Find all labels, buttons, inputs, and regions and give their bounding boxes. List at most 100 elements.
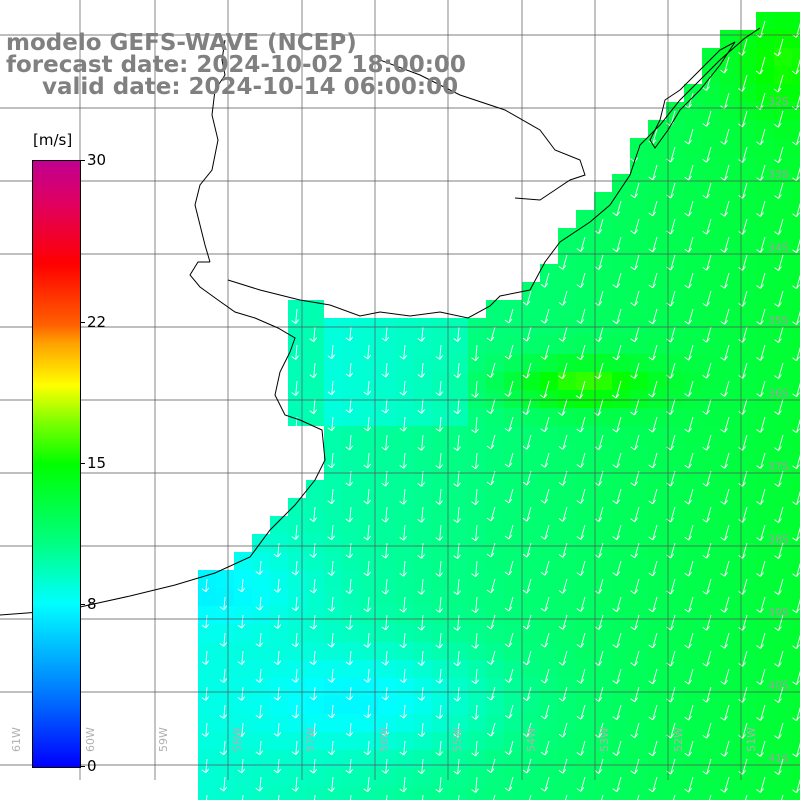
- wind-arrow: [309, 506, 318, 522]
- wind-arrow: [756, 524, 766, 541]
- wind-arrow: [435, 596, 443, 613]
- latitude-label: 34S: [768, 241, 789, 254]
- wind-cell: [360, 498, 378, 516]
- wind-cell: [342, 696, 360, 714]
- longitude-label: 54W: [524, 727, 538, 752]
- wind-arrow: [540, 524, 550, 540]
- wind-cell: [648, 138, 666, 156]
- wind-arrow: [471, 416, 479, 434]
- wind-arrow: [309, 614, 318, 630]
- wind-arrow: [399, 704, 408, 719]
- wind-arrow: [576, 776, 586, 792]
- wind-arrow: [453, 398, 462, 415]
- wind-arrow: [774, 362, 784, 379]
- wind-cell: [270, 786, 288, 800]
- wind-arrow: [417, 398, 426, 414]
- wind-cell: [576, 678, 594, 696]
- wind-arrow: [504, 596, 514, 612]
- wind-cell: [774, 156, 792, 174]
- wind-cell: [720, 66, 738, 84]
- wind-cell: [486, 732, 504, 750]
- wind-cell: [414, 444, 432, 462]
- wind-arrow: [709, 794, 712, 800]
- wind-cell: [720, 174, 738, 192]
- wind-arrow: [219, 668, 228, 683]
- wind-arrow: [702, 146, 712, 163]
- wind-arrow: [565, 794, 568, 800]
- wind-arrow: [738, 182, 748, 199]
- wind-cell: [792, 642, 800, 660]
- wind-cell: [234, 768, 252, 786]
- wind-arrow: [702, 650, 712, 667]
- wind-arrow: [486, 398, 496, 414]
- wind-arrow: [738, 686, 748, 703]
- wind-cell: [558, 516, 576, 534]
- wind-cell: [738, 156, 756, 174]
- wind-arrow: [792, 634, 800, 650]
- wind-cell: [792, 66, 800, 84]
- wind-cell: [666, 660, 684, 678]
- wind-arrow: [522, 506, 532, 522]
- wind-cell: [468, 606, 486, 624]
- wind-arrow: [399, 344, 408, 360]
- wind-arrow: [327, 740, 336, 756]
- wind-cell: [396, 534, 414, 552]
- wind-cell: [306, 408, 324, 426]
- wind-arrow: [684, 380, 694, 397]
- wind-arrow: [594, 686, 604, 702]
- wind-cell: [342, 444, 360, 462]
- wind-arrow: [471, 452, 479, 470]
- wind-cell: [756, 138, 774, 156]
- wind-arrow: [720, 200, 730, 217]
- wind-arrow: [381, 758, 390, 774]
- wind-cell: [792, 12, 800, 30]
- wind-cell: [792, 372, 800, 390]
- wind-cell: [450, 696, 468, 714]
- wind-cell: [306, 786, 324, 800]
- wind-arrow: [630, 218, 640, 235]
- wind-cell: [666, 192, 684, 210]
- wind-arrow: [594, 470, 604, 486]
- wind-cell: [702, 120, 720, 138]
- wind-arrow: [666, 758, 676, 775]
- wind-cell: [468, 678, 486, 696]
- wind-cell: [612, 426, 630, 444]
- wind-cell: [468, 462, 486, 480]
- wind-cell: [630, 516, 648, 534]
- wind-cell: [432, 354, 450, 372]
- wind-cell: [738, 588, 756, 606]
- wind-arrow: [576, 452, 586, 468]
- wind-cell: [432, 462, 450, 480]
- wind-arrow: [576, 668, 586, 684]
- wind-cell: [234, 660, 252, 678]
- wind-arrow: [522, 614, 532, 630]
- wind-arrow: [558, 470, 568, 486]
- wind-arrow: [399, 452, 408, 469]
- wind-cell: [684, 786, 702, 800]
- wind-arrow: [399, 560, 408, 577]
- wind-cell: [486, 696, 504, 714]
- wind-cell: [648, 390, 666, 408]
- wind-arrow: [237, 686, 246, 701]
- wind-cell: [288, 642, 306, 660]
- wind-cell: [792, 48, 800, 66]
- wind-cell: [684, 462, 702, 480]
- wind-cell: [720, 138, 738, 156]
- wind-cell: [396, 354, 414, 372]
- wind-arrow: [594, 290, 604, 306]
- wind-cell: [792, 786, 800, 800]
- wind-arrow: [291, 560, 300, 576]
- wind-arrow: [575, 380, 586, 399]
- wind-arrow: [612, 524, 622, 541]
- wind-arrow: [399, 632, 408, 649]
- wind-cell: [648, 426, 666, 444]
- wind-arrow: [504, 416, 514, 432]
- wind-cell: [270, 696, 288, 714]
- wind-arrow: [273, 722, 282, 737]
- wind-cell: [522, 516, 540, 534]
- wind-cell: [306, 300, 324, 318]
- wind-arrow: [345, 326, 354, 342]
- wind-arrow: [291, 596, 300, 612]
- wind-arrow: [684, 596, 694, 613]
- wind-arrow: [684, 524, 694, 541]
